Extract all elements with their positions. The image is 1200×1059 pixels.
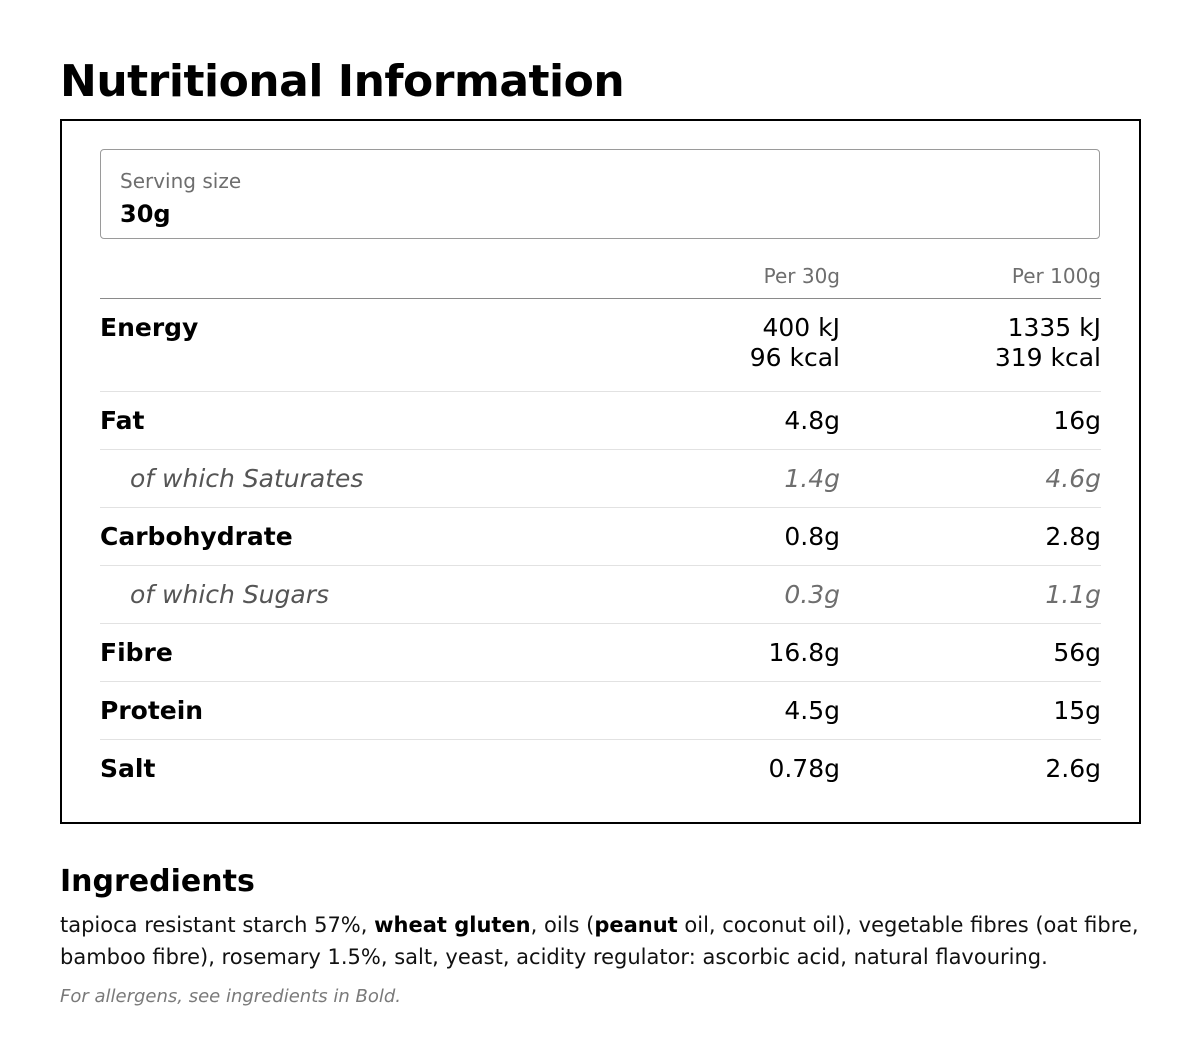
- ingredients-text: tapioca resistant starch 57%, wheat glut…: [60, 909, 1140, 973]
- nutrient-label: Energy: [100, 313, 199, 342]
- nutrient-value-per-serving: 16.8g: [768, 638, 840, 667]
- serving-size-box: Serving size 30g: [100, 149, 1100, 239]
- ingredients-text-part: tapioca resistant starch 57%,: [60, 913, 375, 937]
- allergen-note: For allergens, see ingredients in Bold.: [60, 986, 401, 1007]
- nutrient-value-per-serving: 400 kJ 96 kcal: [750, 313, 840, 373]
- column-header-per-100g: Per 100g: [1011, 264, 1101, 288]
- nutrient-value-per-100g: 2.8g: [1045, 522, 1101, 551]
- nutrient-label: Carbohydrate: [100, 522, 293, 551]
- nutrient-value-per-serving: 0.78g: [768, 754, 840, 783]
- nutrient-value-per-100g: 1335 kJ 319 kcal: [995, 313, 1101, 373]
- energy-kj-per-100g: 1335 kJ: [1007, 313, 1101, 342]
- nutrient-sublabel: of which Saturates: [130, 464, 364, 493]
- allergen-wheat-gluten: wheat gluten: [374, 913, 531, 937]
- nutrient-value-per-100g: 16g: [1053, 406, 1101, 435]
- nutrition-table-panel: Serving size 30g Per 30g Per 100g Energy…: [60, 119, 1141, 824]
- nutrient-row-salt: Salt 0.78g 2.6g: [100, 740, 1101, 797]
- nutrient-row-protein: Protein 4.5g 15g: [100, 682, 1101, 740]
- column-headers: Per 30g Per 100g: [100, 263, 1101, 299]
- nutrient-label: Protein: [100, 696, 204, 725]
- nutrient-row-saturates: of which Saturates 1.4g 4.6g: [100, 450, 1101, 508]
- nutrient-row-energy: Energy 400 kJ 96 kcal 1335 kJ 319 kcal: [100, 299, 1101, 392]
- nutrient-value-per-100g: 56g: [1053, 638, 1101, 667]
- nutrient-sublabel: of which Sugars: [130, 580, 330, 609]
- column-header-per-serving: Per 30g: [763, 264, 840, 288]
- ingredients-heading: Ingredients: [60, 864, 255, 899]
- allergen-peanut: peanut: [594, 913, 678, 937]
- page-title: Nutritional Information: [60, 56, 625, 107]
- nutrient-row-fibre: Fibre 16.8g 56g: [100, 624, 1101, 682]
- nutrient-label: Fat: [100, 406, 145, 435]
- nutrient-value-per-serving: 0.8g: [784, 522, 840, 551]
- nutrient-value-per-100g: 4.6g: [1045, 464, 1101, 493]
- nutrient-value-per-serving: 4.8g: [784, 406, 840, 435]
- ingredients-text-part: , oils (: [530, 913, 595, 937]
- nutrient-value-per-100g: 1.1g: [1045, 580, 1101, 609]
- nutrient-value-per-100g: 2.6g: [1045, 754, 1101, 783]
- nutrient-row-fat: Fat 4.8g 16g: [100, 392, 1101, 450]
- serving-size-label: Serving size: [120, 169, 242, 193]
- ingredients-text-part: oil, coconut oil), vegetable fibres (oat…: [60, 913, 1139, 969]
- energy-kcal-per-100g: 319 kcal: [994, 343, 1101, 372]
- nutrient-rows: Energy 400 kJ 96 kcal 1335 kJ 319 kcal F…: [100, 299, 1101, 797]
- nutrient-label: Fibre: [100, 638, 173, 667]
- energy-kcal-per-serving: 96 kcal: [749, 343, 840, 372]
- nutrient-value-per-serving: 1.4g: [784, 464, 840, 493]
- nutrient-label: Salt: [100, 754, 156, 783]
- nutrient-value-per-100g: 15g: [1053, 696, 1101, 725]
- energy-kj-per-serving: 400 kJ: [762, 313, 840, 342]
- nutrient-value-per-serving: 4.5g: [784, 696, 840, 725]
- nutrient-row-sugars: of which Sugars 0.3g 1.1g: [100, 566, 1101, 624]
- serving-size-value: 30g: [120, 200, 171, 228]
- nutrient-row-carbohydrate: Carbohydrate 0.8g 2.8g: [100, 508, 1101, 566]
- nutrient-value-per-serving: 0.3g: [784, 580, 840, 609]
